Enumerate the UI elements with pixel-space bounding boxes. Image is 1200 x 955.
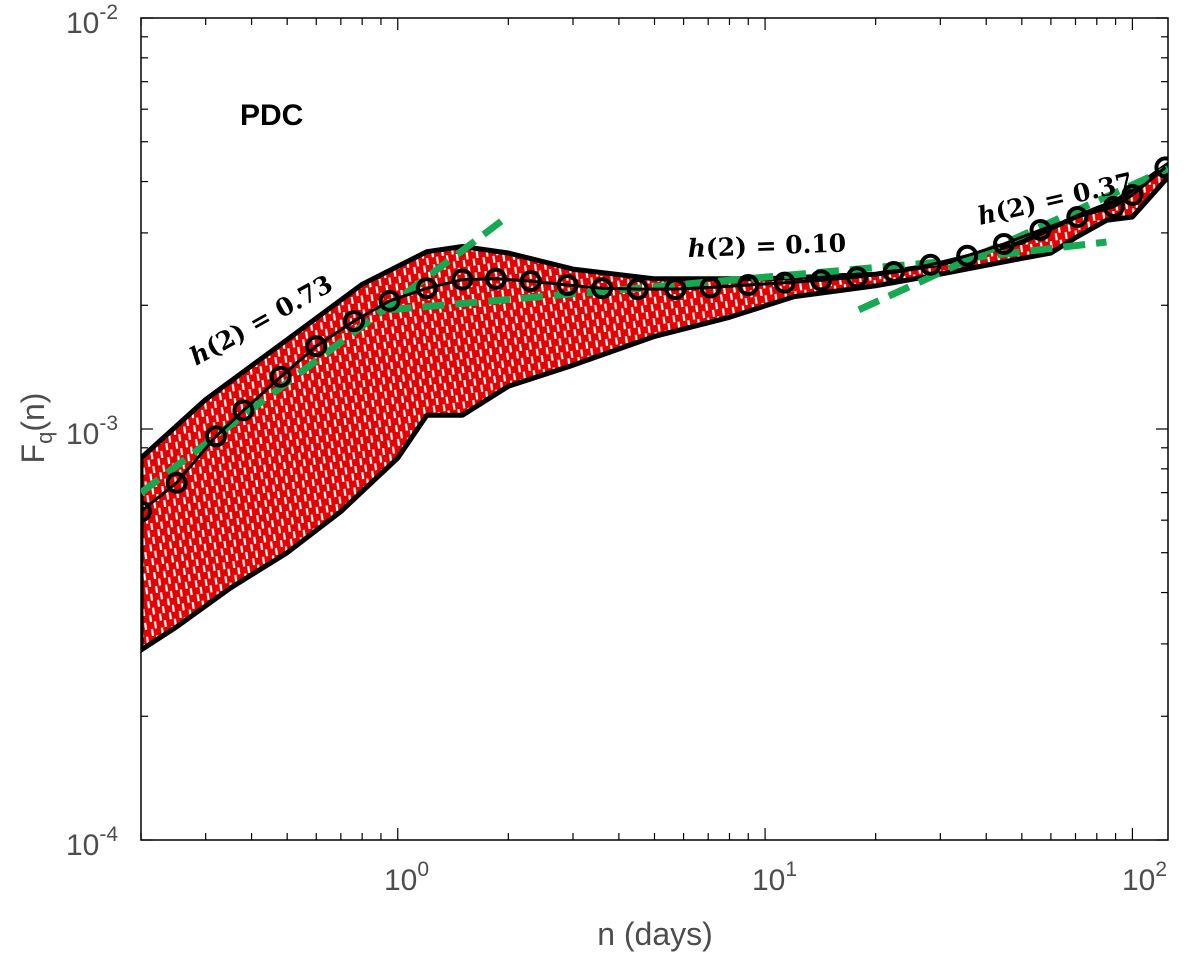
series-marker xyxy=(141,500,152,523)
x-tick-label: 101 xyxy=(752,858,797,897)
series-marker xyxy=(1029,218,1052,241)
series-marker xyxy=(664,278,687,301)
minor-ticks xyxy=(140,18,1168,840)
series-marker xyxy=(519,270,542,293)
x-tick-labels: 100 101 102 xyxy=(384,858,1167,897)
series-marker xyxy=(1121,183,1144,206)
series-markers xyxy=(141,156,1168,523)
series-marker xyxy=(305,335,328,358)
series-marker xyxy=(484,267,507,290)
panel-label: PDC xyxy=(240,99,303,132)
band-area xyxy=(141,162,1168,653)
series-marker xyxy=(342,310,365,333)
series-marker xyxy=(204,425,227,448)
series-marker xyxy=(699,276,722,299)
series-marker xyxy=(773,271,796,294)
major-ticks xyxy=(141,17,1168,841)
series-marker xyxy=(626,278,649,301)
series-marker xyxy=(415,277,438,300)
series-marker xyxy=(378,289,401,312)
y-tick-labels: 10-4 10-3 10-2 xyxy=(66,1,118,862)
series-marker xyxy=(956,244,979,267)
y-tick-label: 10-3 xyxy=(66,412,118,451)
x-tick-label: 100 xyxy=(384,858,429,897)
series-marker xyxy=(1102,195,1125,218)
series-marker xyxy=(1066,205,1089,228)
series-marker xyxy=(737,274,760,297)
series-marker xyxy=(556,274,579,297)
series-marker xyxy=(919,253,942,276)
y-tick-label: 10-4 xyxy=(66,823,118,862)
annotation-h2-010: h(2) = 0.10 xyxy=(687,228,846,263)
series-marker xyxy=(591,277,614,300)
series-marker xyxy=(882,260,905,283)
series-marker xyxy=(810,269,833,292)
series-marker xyxy=(165,471,188,494)
series-marker xyxy=(232,399,255,422)
fit-line xyxy=(141,213,511,496)
fit-line xyxy=(964,238,1107,262)
series-marker xyxy=(846,266,869,289)
plot-area xyxy=(140,17,1169,841)
series-marker xyxy=(451,268,474,291)
x-tick-label: 102 xyxy=(1122,858,1167,897)
series-marker xyxy=(269,365,292,388)
y-tick-label: 10-2 xyxy=(66,1,118,40)
series-marker xyxy=(992,232,1015,255)
y-axis-label: Fq(n) xyxy=(15,393,57,464)
series-marker xyxy=(1154,156,1168,179)
x-axis-label: n (days) xyxy=(597,916,713,952)
